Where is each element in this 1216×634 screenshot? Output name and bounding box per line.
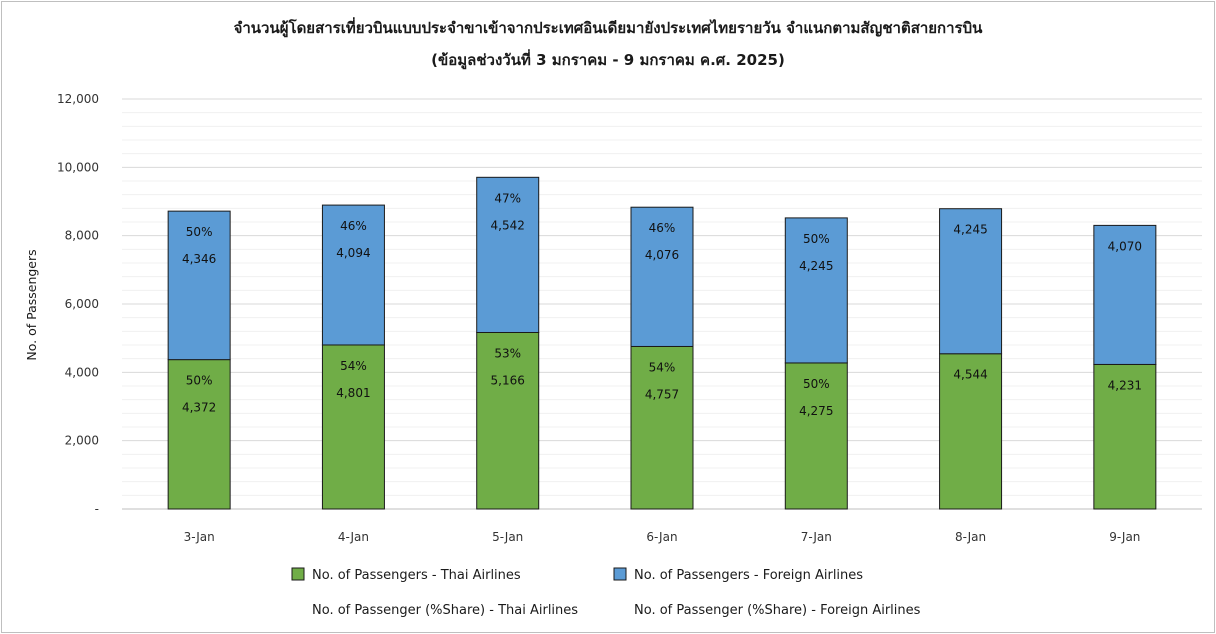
bar-foreign-9-Jan <box>1093 224 1157 365</box>
legend-swatch <box>613 567 627 581</box>
legend-label: No. of Passengers - Thai Airlines <box>312 568 521 583</box>
chart-subtitle: (ข้อมูลช่วงวันที่ 3 มกราคม - 9 มกราคม ค.… <box>431 49 785 70</box>
y-tick-label: 2,000 <box>65 434 99 448</box>
y-tick-label: 12,000 <box>57 92 99 106</box>
value-label: 4,076 <box>645 248 679 262</box>
bar-thai-8-Jan <box>939 353 1003 510</box>
x-tick-label: 8-Jan <box>955 530 986 544</box>
y-tick-label: 4,000 <box>65 365 99 379</box>
bar-foreign-5-Jan <box>476 176 540 333</box>
share-label: 46% <box>649 221 676 235</box>
share-label: 54% <box>340 359 367 373</box>
x-tick-label: 7-Jan <box>801 530 832 544</box>
share-label: 53% <box>494 346 521 360</box>
y-tick-label: - <box>95 502 99 516</box>
bar-foreign-4-Jan <box>321 204 385 346</box>
y-axis-label: No. of Passengers <box>24 249 39 360</box>
value-label: 4,245 <box>799 259 833 273</box>
legend-label: No. of Passenger (%Share) - Thai Airline… <box>312 603 578 618</box>
chart-title: จำนวนผู้โดยสารเที่ยวบินแบบประจำขาเข้าจาก… <box>234 17 984 38</box>
bar-thai-5-Jan <box>476 331 540 510</box>
bar-thai-7-Jan <box>784 362 848 510</box>
value-label: 4,094 <box>336 246 370 260</box>
legend: No. of Passengers - Thai Airlines No. of … <box>291 567 921 618</box>
legend-swatch <box>291 567 305 581</box>
bar-thai-3-Jan <box>167 359 231 510</box>
x-tick-label: 9-Jan <box>1109 530 1140 544</box>
share-label: 50% <box>186 225 213 239</box>
bar-foreign-8-Jan <box>939 208 1003 355</box>
bar-thai-4-Jan <box>321 344 385 510</box>
bar-thai-9-Jan <box>1093 363 1157 510</box>
value-label: 4,757 <box>645 387 679 401</box>
x-axis: 3-Jan 4-Jan 5-Jan 6-Jan 7-Jan 8-Jan 9-Jan <box>184 530 1141 544</box>
value-label: 4,245 <box>953 223 987 237</box>
y-tick-label: 10,000 <box>57 160 99 174</box>
x-tick-label: 6-Jan <box>646 530 677 544</box>
value-label: 4,544 <box>953 368 987 382</box>
value-label: 4,372 <box>182 401 216 415</box>
bar-foreign-7-Jan <box>784 217 848 364</box>
share-label: 50% <box>186 374 213 388</box>
share-label: 47% <box>494 191 521 205</box>
value-label: 4,542 <box>491 218 525 232</box>
value-label: 4,275 <box>799 404 833 418</box>
value-label: 5,166 <box>491 373 525 387</box>
x-tick-label: 4-Jan <box>338 530 369 544</box>
share-label: 54% <box>649 360 676 374</box>
value-label: 4,801 <box>336 386 370 400</box>
y-tick-label: 6,000 <box>65 297 99 311</box>
share-label: 50% <box>803 377 830 391</box>
share-label: 46% <box>340 219 367 233</box>
y-axis: - 2,000 4,000 6,000 8,000 10,000 12,000 <box>57 92 99 516</box>
bar-foreign-6-Jan <box>630 206 694 347</box>
value-label: 4,231 <box>1108 378 1142 392</box>
bar-thai-6-Jan <box>630 345 694 510</box>
y-tick-label: 8,000 <box>65 229 99 243</box>
value-label: 4,070 <box>1108 239 1142 253</box>
bars: 50% 4,372 50% 4,346 54% 4,801 46% 4,094 53% 5,166… <box>167 176 1157 510</box>
x-tick-label: 5-Jan <box>492 530 523 544</box>
share-label: 50% <box>803 232 830 246</box>
value-label: 4,346 <box>182 252 216 266</box>
legend-label: No. of Passengers - Foreign Airlines <box>634 568 863 583</box>
x-tick-label: 3-Jan <box>184 530 215 544</box>
legend-label: No. of Passenger (%Share) - Foreign Airl… <box>634 603 921 618</box>
bar-foreign-3-Jan <box>167 210 231 361</box>
